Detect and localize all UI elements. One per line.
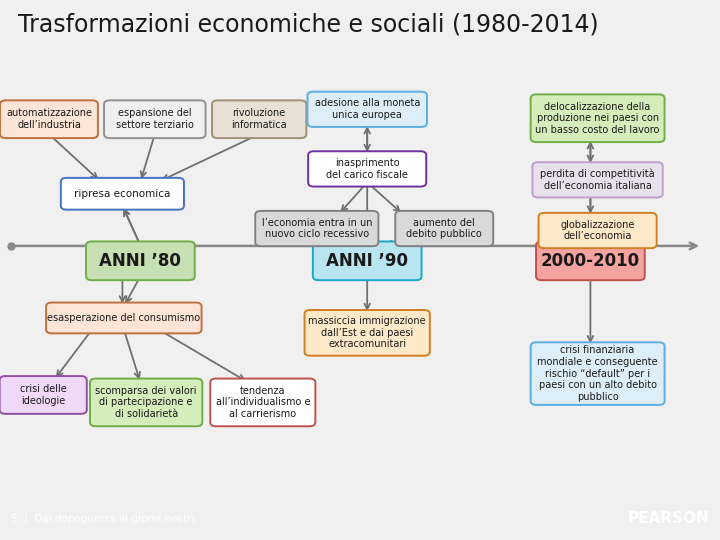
FancyBboxPatch shape [212,100,307,138]
FancyBboxPatch shape [312,241,422,280]
FancyBboxPatch shape [86,241,194,280]
Text: Trasformazioni economiche e sociali (1980-2014): Trasformazioni economiche e sociali (198… [18,12,598,36]
FancyBboxPatch shape [531,342,665,405]
Text: scomparsa dei valori
di partecipazione e
di solidarietà: scomparsa dei valori di partecipazione e… [96,386,197,419]
Text: crisi finanziaria
mondiale e conseguente
rischio “default” per i
paesi con un al: crisi finanziaria mondiale e conseguente… [537,346,658,402]
FancyBboxPatch shape [536,241,645,280]
FancyBboxPatch shape [90,379,202,426]
Text: inasprimento
del carico fiscale: inasprimento del carico fiscale [326,158,408,180]
FancyBboxPatch shape [531,94,665,142]
FancyBboxPatch shape [0,100,98,138]
FancyBboxPatch shape [308,151,426,186]
Text: crisi delle
ideologie: crisi delle ideologie [20,384,66,406]
Text: espansione del
settore terziario: espansione del settore terziario [116,109,194,130]
Text: esasperazione del consumismo: esasperazione del consumismo [48,313,200,323]
FancyBboxPatch shape [307,92,427,127]
FancyBboxPatch shape [61,178,184,210]
Text: rivoluzione
informatica: rivoluzione informatica [231,109,287,130]
Text: massiccia immigrazione
dall’Est e dai paesi
extracomunitari: massiccia immigrazione dall’Est e dai pa… [308,316,426,349]
FancyBboxPatch shape [395,211,493,246]
Text: tendenza
all’individualismo e
al carrierismo: tendenza all’individualismo e al carrier… [215,386,310,419]
Text: perdita di competitività
dell’economia italiana: perdita di competitività dell’economia i… [540,169,655,191]
Text: l’economia entra in un
nuovo ciclo recessivo: l’economia entra in un nuovo ciclo reces… [261,218,372,239]
Text: automatizzazione
dell’industria: automatizzazione dell’industria [6,109,92,130]
FancyBboxPatch shape [255,211,379,246]
Text: ripresa economica: ripresa economica [74,189,171,199]
Text: adesione alla moneta
unica europea: adesione alla moneta unica europea [315,98,420,120]
FancyBboxPatch shape [0,376,86,414]
Text: delocalizzazione della
produzione nei paesi con
un basso costo del lavoro: delocalizzazione della produzione nei pa… [536,102,660,135]
Text: PEARSON: PEARSON [627,511,709,526]
Text: 2000-2010: 2000-2010 [541,252,640,270]
FancyBboxPatch shape [210,379,315,426]
FancyBboxPatch shape [104,100,206,138]
FancyBboxPatch shape [539,213,657,248]
FancyBboxPatch shape [305,310,430,356]
Text: ANNI ’80: ANNI ’80 [99,252,181,270]
Text: aumento del
debito pubblico: aumento del debito pubblico [406,218,482,239]
FancyBboxPatch shape [532,162,662,198]
Text: 5  |  Dal dopoguerra ai giorni nostri: 5 | Dal dopoguerra ai giorni nostri [11,513,194,524]
FancyBboxPatch shape [46,302,202,333]
Text: globalizzazione
dell’economia: globalizzazione dell’economia [560,220,635,241]
Text: ANNI ’90: ANNI ’90 [326,252,408,270]
